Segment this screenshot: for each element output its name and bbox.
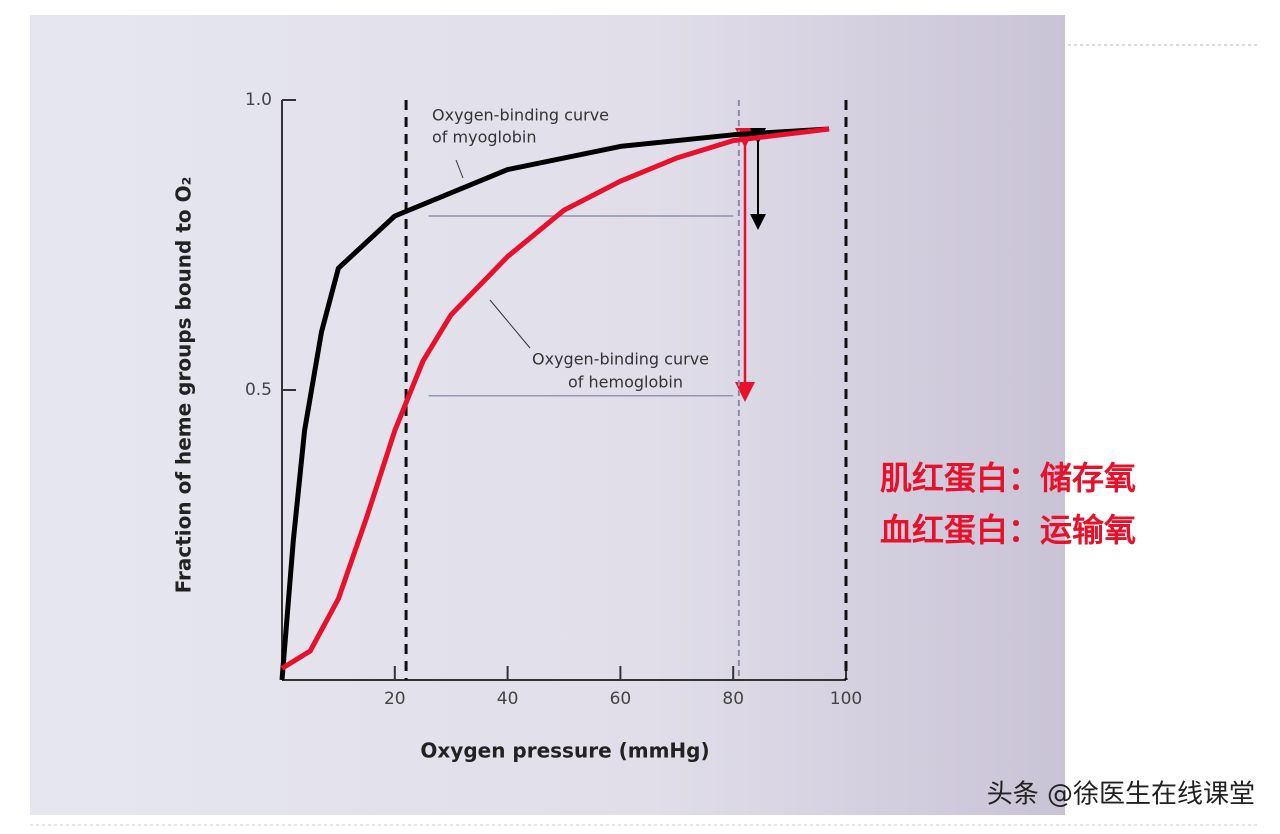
note: 肌红蛋白：储存氧 — [880, 459, 1136, 497]
pointer — [455, 159, 464, 179]
annotation: of myoglobin — [432, 128, 536, 147]
y-axis-label: Fraction of heme groups bound to O₂ — [172, 177, 196, 594]
panel — [30, 15, 1065, 815]
x-tick-label: 20 — [384, 689, 406, 709]
x-axis-label: Oxygen pressure (mmHg) — [420, 739, 709, 763]
annotation: of hemoglobin — [568, 373, 683, 392]
series-line — [280, 126, 830, 671]
annotation: Oxygen-binding curve — [532, 350, 709, 369]
annotation: Oxygen-binding curve — [432, 106, 609, 125]
pointer — [489, 299, 531, 349]
x-tick-label: 60 — [610, 689, 632, 709]
x-tick-label: 100 — [830, 689, 862, 709]
watermark: 头条 @徐医生在线课堂 — [987, 780, 1255, 810]
x-tick-label: 80 — [722, 689, 744, 709]
x-tick-label: 40 — [497, 689, 519, 709]
y-tick-label: 0.5 — [245, 380, 272, 400]
series-line — [279, 126, 830, 681]
y-tick-label: 1.0 — [245, 90, 272, 110]
note: 血红蛋白：运输氧 — [880, 511, 1136, 549]
